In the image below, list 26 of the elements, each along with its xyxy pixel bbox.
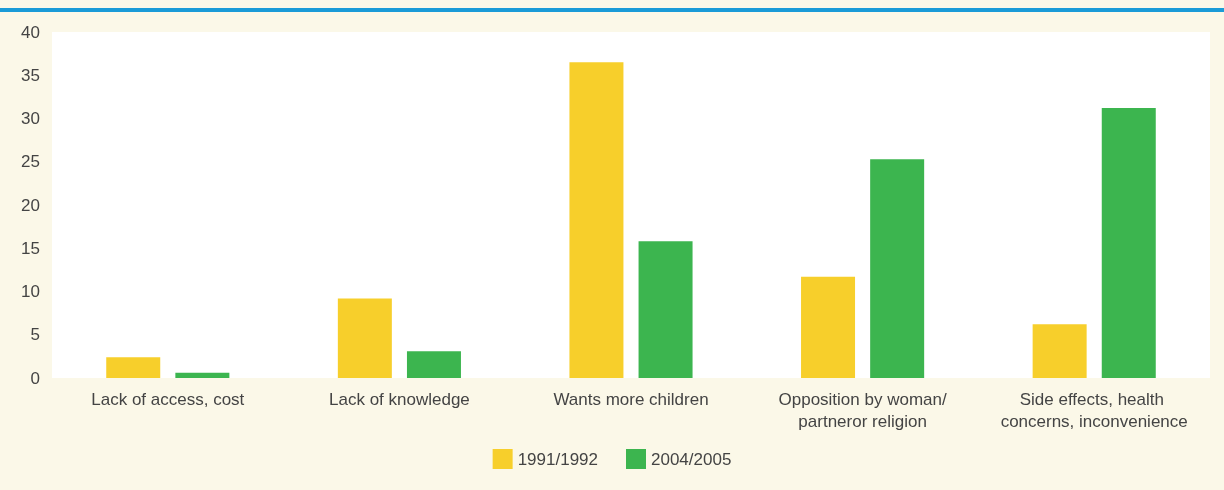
y-tick-label: 0 bbox=[30, 368, 40, 388]
bar bbox=[106, 357, 161, 378]
bar bbox=[1101, 108, 1156, 378]
x-tick-label: Wants more children bbox=[553, 389, 709, 409]
y-tick-label: 25 bbox=[21, 152, 40, 172]
y-tick-label: 30 bbox=[21, 109, 40, 128]
y-tick-label: 10 bbox=[21, 282, 40, 301]
bar bbox=[569, 62, 624, 378]
bar bbox=[870, 159, 925, 378]
y-tick-label: 15 bbox=[21, 238, 40, 258]
x-tick-label: Lack of access, cost bbox=[91, 389, 245, 409]
bar bbox=[175, 372, 230, 378]
x-tick-label: Side effects, health concerns, inconvenience bbox=[1000, 389, 1188, 431]
legend-label: 2004/2005 bbox=[651, 449, 732, 469]
y-tick-label: 5 bbox=[30, 325, 40, 345]
y-tick-label: 40 bbox=[21, 22, 40, 42]
bar bbox=[638, 241, 693, 378]
bar bbox=[406, 351, 461, 378]
x-tick-label: Lack of knowledge bbox=[328, 389, 470, 409]
y-tick-label: 35 bbox=[21, 65, 40, 85]
y-tick-label: 20 bbox=[21, 195, 40, 215]
bar bbox=[801, 276, 856, 378]
legend-label: 1991/1992 bbox=[517, 449, 599, 469]
x-tick-label: Opposition by woman/partneror religion bbox=[778, 389, 947, 431]
bar bbox=[1032, 324, 1087, 378]
bar bbox=[337, 298, 392, 378]
